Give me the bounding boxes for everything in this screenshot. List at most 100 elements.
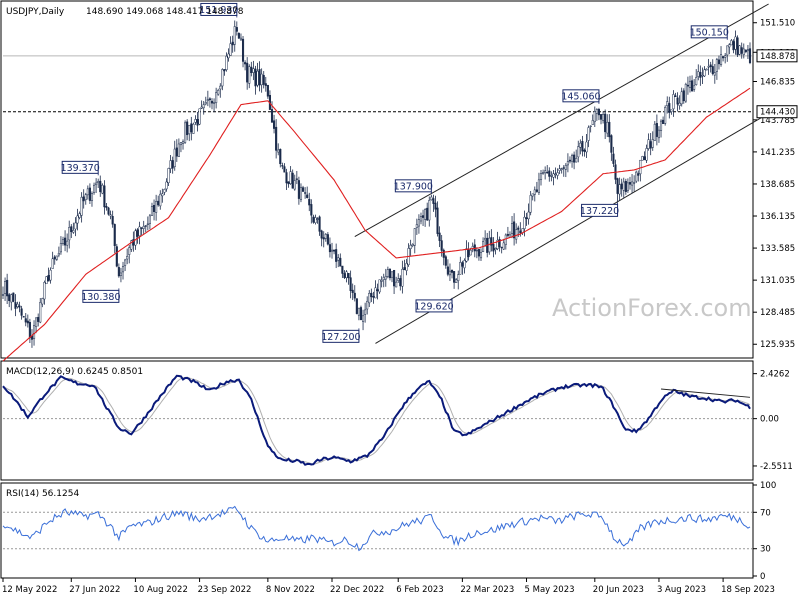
candle-body — [544, 170, 547, 174]
candle-body — [283, 166, 286, 173]
candle-body — [539, 173, 543, 180]
candle — [504, 233, 507, 250]
candle-body — [411, 244, 414, 246]
candle-body — [126, 256, 129, 260]
candle-body — [124, 259, 127, 266]
candle-body — [409, 244, 412, 249]
candle-body — [59, 243, 62, 253]
candle — [688, 75, 692, 93]
candle-body — [324, 234, 327, 239]
candle-body — [165, 181, 168, 190]
candle-body — [146, 223, 149, 225]
price-tick-label: 143.785 — [760, 116, 795, 126]
candle-body — [463, 260, 466, 269]
candle — [43, 280, 46, 305]
candle-body — [682, 90, 685, 102]
candle — [312, 214, 315, 224]
candle — [324, 232, 327, 242]
candle-body — [74, 222, 77, 230]
candle-body — [562, 167, 565, 169]
candle — [130, 239, 133, 252]
candle-body — [440, 240, 443, 251]
candle — [173, 140, 176, 171]
annotation-box — [394, 179, 432, 193]
candle-body — [140, 227, 143, 229]
candle — [136, 228, 139, 244]
candle-body — [705, 68, 708, 71]
candle — [12, 292, 15, 303]
candle-body — [484, 237, 487, 241]
candle — [175, 139, 178, 162]
candle — [593, 106, 596, 128]
candle-body — [270, 109, 274, 123]
candle-body — [312, 216, 315, 223]
macd-tick-label: 0.00 — [760, 415, 779, 425]
candle — [577, 140, 580, 163]
candle-body — [130, 240, 133, 250]
candle — [155, 194, 158, 221]
candle — [641, 155, 644, 161]
candle — [223, 69, 226, 76]
candle-body — [353, 292, 356, 299]
candle-body — [738, 45, 741, 55]
annotation-label: 127.200 — [321, 332, 360, 343]
candle-body — [403, 267, 406, 270]
candle — [448, 263, 452, 282]
candle-body — [546, 172, 549, 174]
x-tick-label: 5 May 2023 — [525, 585, 575, 595]
candle-body — [200, 106, 203, 109]
candle-body — [670, 109, 673, 112]
candle — [453, 271, 456, 289]
candle — [622, 177, 625, 198]
candle — [250, 61, 253, 77]
candle — [370, 288, 373, 303]
candle-body — [631, 181, 634, 186]
candle-body — [41, 298, 44, 305]
candle-body — [610, 135, 613, 153]
candle — [82, 189, 85, 209]
candle — [4, 277, 7, 302]
candle-body — [333, 249, 336, 252]
candle-body — [740, 47, 743, 54]
candle — [746, 44, 749, 59]
candle-body — [620, 183, 623, 190]
macd-title: MACD(12,26,9) 0.6245 0.8501 — [6, 367, 143, 377]
candle — [260, 68, 263, 93]
candle-body — [422, 215, 425, 218]
current-price-tag-label: 148.878 — [760, 52, 795, 62]
candle — [264, 76, 267, 92]
candle-body — [310, 204, 313, 216]
candle — [297, 176, 300, 205]
candlestick-series — [1, 20, 752, 348]
candle-body — [399, 278, 402, 287]
candle-body — [711, 66, 714, 74]
candle-body — [395, 281, 398, 288]
candle — [275, 119, 278, 159]
candle-body — [355, 298, 358, 314]
candle — [670, 109, 673, 115]
candle — [684, 82, 687, 103]
candle — [533, 186, 536, 202]
candle-body — [537, 179, 540, 193]
candle-body — [357, 307, 360, 316]
candle-body — [370, 292, 373, 298]
candle-body — [453, 271, 456, 283]
candle — [502, 238, 505, 251]
candle — [527, 203, 530, 225]
candle-body — [436, 207, 439, 234]
x-axis: 12 May 2022 27 Jun 2022 10 Aug 2022 23 Sep … — [2, 578, 775, 595]
candle — [628, 176, 632, 190]
candle-body — [554, 173, 557, 175]
candle-body — [384, 276, 387, 280]
candle-body — [88, 187, 91, 201]
candle-body — [566, 161, 569, 166]
candle-body — [492, 244, 495, 252]
candle-body — [215, 92, 218, 103]
candle-body — [469, 249, 472, 256]
candle — [422, 209, 425, 226]
x-tick-label: 18 Sep 2023 — [721, 585, 775, 595]
candle-body — [221, 69, 224, 87]
candle-body — [90, 193, 94, 201]
candle — [301, 185, 305, 192]
candle-body — [672, 94, 675, 110]
